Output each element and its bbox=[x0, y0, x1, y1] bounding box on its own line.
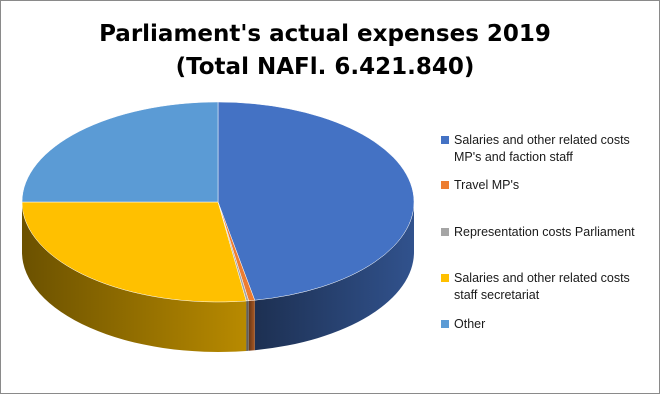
pie-top-layer bbox=[21, 101, 415, 303]
legend-swatch-secretariat-salaries bbox=[441, 274, 449, 282]
pie-slice-mp-salaries bbox=[217, 101, 415, 301]
legend-item-representation: Representation costs Parliament bbox=[441, 224, 654, 241]
legend-label-representation: Representation costs Parliament bbox=[454, 225, 635, 239]
pie-side-mp-salaries bbox=[254, 202, 414, 351]
legend-item-secretariat-salaries: Salaries and other related costs staff s… bbox=[441, 270, 654, 304]
legend-label-mp-salaries: Salaries and other related costs MP's an… bbox=[454, 133, 630, 164]
legend-swatch-mp-salaries bbox=[441, 136, 449, 144]
pie-side-layer bbox=[21, 202, 414, 352]
legend-swatch-travel bbox=[441, 181, 449, 189]
legend-label-travel: Travel MP's bbox=[454, 178, 520, 192]
legend-swatch-other bbox=[441, 320, 449, 328]
chart-title-line-2: (Total NAFl. 6.421.840) bbox=[175, 54, 475, 80]
pie-side-travel bbox=[248, 300, 255, 351]
chart-title: Parliament's actual expenses 2019 (Total… bbox=[0, 18, 650, 84]
legend-label-secretariat-salaries: Salaries and other related costs staff s… bbox=[454, 271, 630, 302]
pie-side-representation bbox=[246, 300, 249, 351]
legend-item-other: Other bbox=[441, 316, 654, 333]
pie-slice-other bbox=[21, 101, 219, 203]
legend-label-other: Other bbox=[454, 317, 486, 331]
pie-side-secretariat-salaries bbox=[21, 202, 247, 352]
legend-item-travel: Travel MP's bbox=[441, 177, 654, 194]
legend-swatch-representation bbox=[441, 228, 449, 236]
chart-title-line-1: Parliament's actual expenses 2019 bbox=[99, 21, 551, 47]
legend-item-mp-salaries: Salaries and other related costs MP's an… bbox=[441, 132, 654, 166]
pie-slice-secretariat-salaries bbox=[21, 201, 247, 303]
